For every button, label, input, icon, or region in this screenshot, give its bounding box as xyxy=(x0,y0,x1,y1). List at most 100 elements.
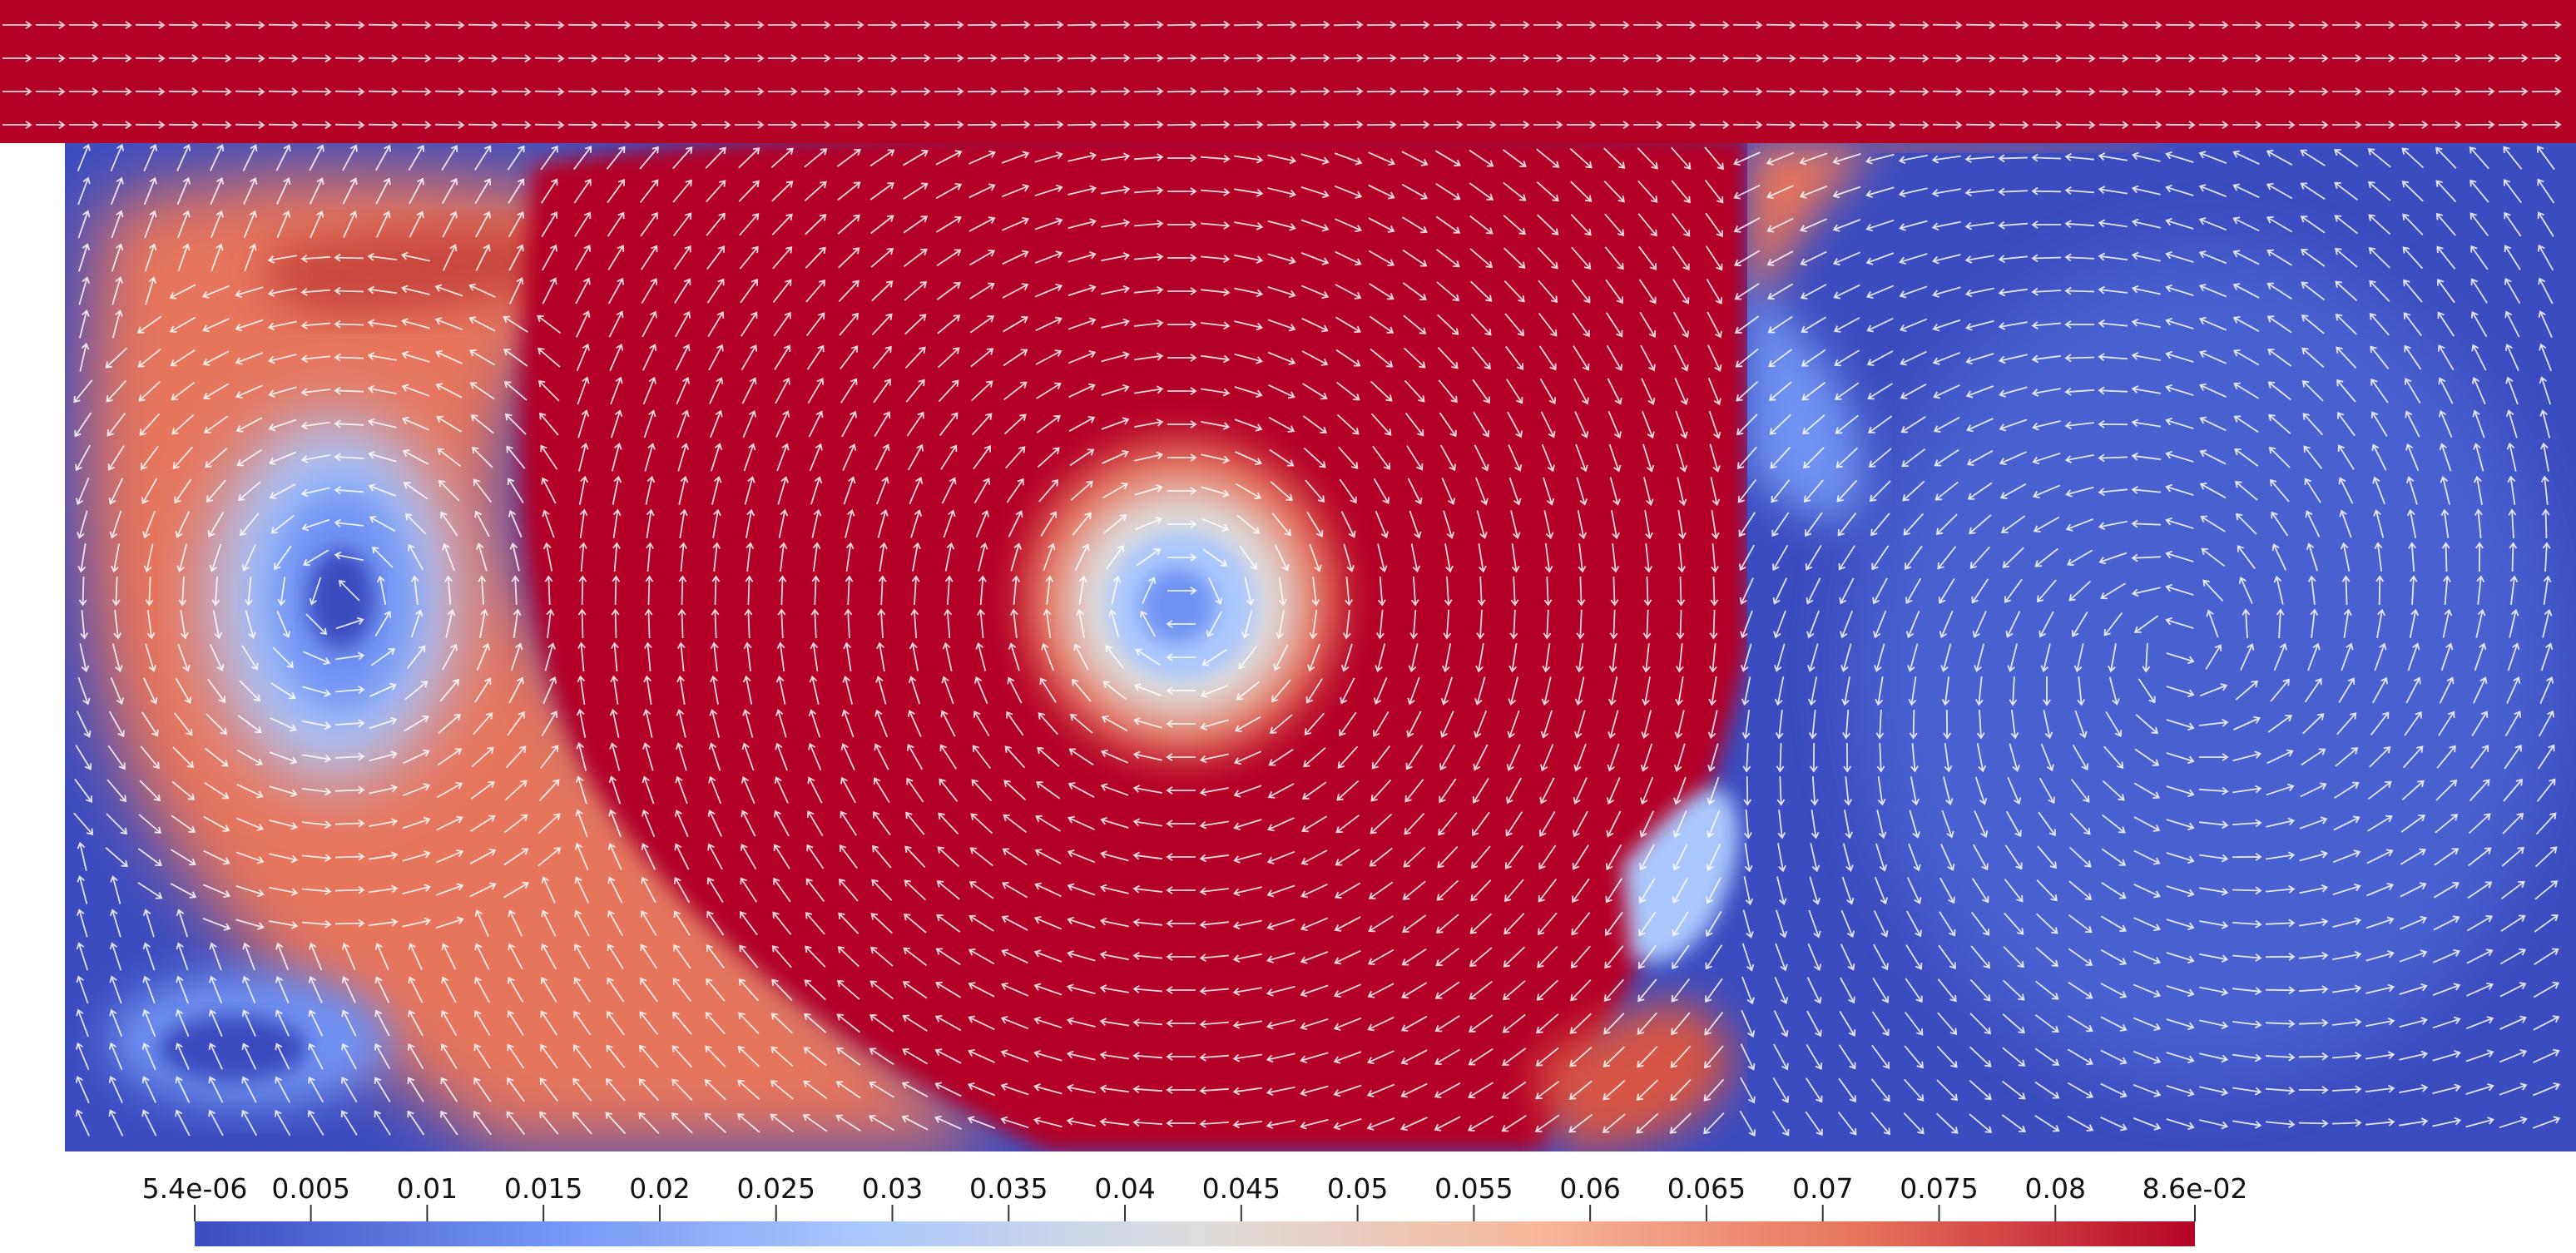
velocity-arrow xyxy=(1371,745,1391,770)
velocity-arrow xyxy=(1267,319,1296,332)
velocity-arrow xyxy=(2131,452,2162,461)
velocity-arrow xyxy=(938,812,959,835)
velocity-arrow xyxy=(540,1010,558,1036)
velocity-arrow xyxy=(1603,1013,1625,1035)
velocity-arrow xyxy=(971,413,993,436)
velocity-arrow xyxy=(1932,121,1963,130)
velocity-arrow xyxy=(138,814,162,835)
velocity-arrow xyxy=(2166,652,2195,665)
velocity-arrow xyxy=(1766,54,1796,63)
velocity-arrow xyxy=(404,681,429,701)
velocity-arrow xyxy=(736,1113,760,1133)
velocity-arrow xyxy=(671,1112,693,1134)
velocity-arrow xyxy=(644,608,653,639)
velocity-arrow xyxy=(241,1076,257,1103)
velocity-arrow xyxy=(504,814,528,834)
velocity-arrow xyxy=(808,742,822,771)
velocity-arrow xyxy=(701,87,731,97)
velocity-arrow xyxy=(1803,479,1824,503)
velocity-arrow xyxy=(138,380,161,402)
velocity-arrow xyxy=(267,255,297,264)
velocity-arrow xyxy=(1567,54,1597,62)
velocity-arrow xyxy=(2336,346,2357,369)
velocity-arrow xyxy=(534,121,565,130)
velocity-arrow xyxy=(2,54,32,62)
velocity-arrow xyxy=(468,316,496,332)
velocity-arrow xyxy=(775,675,786,705)
velocity-arrow xyxy=(2507,475,2516,505)
velocity-arrow xyxy=(1905,944,1923,970)
velocity-arrow xyxy=(1303,747,1326,768)
velocity-arrow xyxy=(1805,1077,1823,1103)
velocity-arrow xyxy=(808,709,821,738)
velocity-arrow xyxy=(77,143,91,172)
velocity-arrow xyxy=(1599,121,1630,129)
velocity-arrow xyxy=(1068,185,1097,196)
velocity-arrow xyxy=(1543,576,1553,607)
velocity-arrow xyxy=(2142,642,2151,673)
velocity-arrow xyxy=(1741,976,1755,1005)
colorbar-tick-label: 0.06 xyxy=(1559,1172,1620,1205)
velocity-arrow xyxy=(1968,514,1992,535)
velocity-arrow xyxy=(1001,184,1030,198)
velocity-arrow xyxy=(2265,54,2296,63)
velocity-arrow xyxy=(706,877,724,903)
velocity-arrow xyxy=(639,1011,659,1035)
velocity-arrow xyxy=(1938,944,1956,970)
velocity-arrow xyxy=(1132,1118,1163,1127)
velocity-arrow xyxy=(1643,576,1652,607)
velocity-arrow xyxy=(1304,712,1325,735)
velocity-arrow xyxy=(1898,154,1928,165)
velocity-arrow xyxy=(812,542,821,572)
velocity-arrow xyxy=(241,645,259,671)
velocity-arrow xyxy=(2199,920,2229,929)
velocity-arrow xyxy=(434,317,463,331)
velocity-arrow xyxy=(869,946,894,967)
velocity-arrow xyxy=(1300,153,1330,166)
velocity-arrow xyxy=(2004,578,2023,603)
velocity-arrow xyxy=(468,121,498,130)
velocity-arrow xyxy=(1309,610,1318,640)
velocity-arrow xyxy=(675,742,687,771)
velocity-arrow xyxy=(1974,810,1989,838)
velocity-arrow xyxy=(1900,384,1927,399)
velocity-arrow xyxy=(1539,777,1555,805)
velocity-arrow xyxy=(2332,121,2362,129)
velocity-arrow xyxy=(2002,1047,2026,1067)
velocity-arrow xyxy=(209,975,223,1004)
velocity-arrow xyxy=(442,643,458,671)
velocity-arrow xyxy=(1574,411,1589,438)
velocity-arrow xyxy=(1705,944,1723,970)
velocity-arrow xyxy=(1067,916,1096,929)
velocity-arrow xyxy=(1399,20,1430,29)
velocity-arrow xyxy=(534,54,565,63)
velocity-arrow xyxy=(869,980,894,1000)
velocity-arrow xyxy=(837,214,860,235)
velocity-arrow xyxy=(403,482,429,500)
velocity-arrow xyxy=(1904,1011,1924,1036)
colorbar-tick-label: 0.015 xyxy=(504,1172,582,1205)
velocity-arrow xyxy=(1832,153,1861,166)
velocity-arrow xyxy=(1404,413,1424,437)
velocity-arrow xyxy=(1533,54,1563,62)
velocity-arrow xyxy=(2199,1019,2229,1030)
velocity-arrow xyxy=(2443,575,2451,605)
velocity-arrow xyxy=(2199,416,2227,432)
velocity-arrow xyxy=(1166,1019,1196,1028)
velocity-arrow xyxy=(1699,21,1730,30)
velocity-arrow xyxy=(2100,1016,2128,1032)
velocity-arrow xyxy=(1301,317,1329,333)
velocity-arrow xyxy=(2369,746,2391,768)
velocity-arrow xyxy=(77,176,91,206)
velocity-arrow xyxy=(2400,848,2426,865)
velocity-arrow xyxy=(1875,676,1884,706)
velocity-arrow xyxy=(639,146,659,170)
velocity-arrow xyxy=(1335,250,1362,266)
velocity-arrow xyxy=(873,777,890,803)
velocity-arrow xyxy=(1672,877,1689,904)
velocity-arrow xyxy=(1939,911,1956,937)
velocity-arrow xyxy=(208,1043,224,1070)
velocity-arrow xyxy=(1474,444,1489,472)
velocity-arrow xyxy=(275,975,290,1003)
velocity-arrow xyxy=(744,608,753,639)
